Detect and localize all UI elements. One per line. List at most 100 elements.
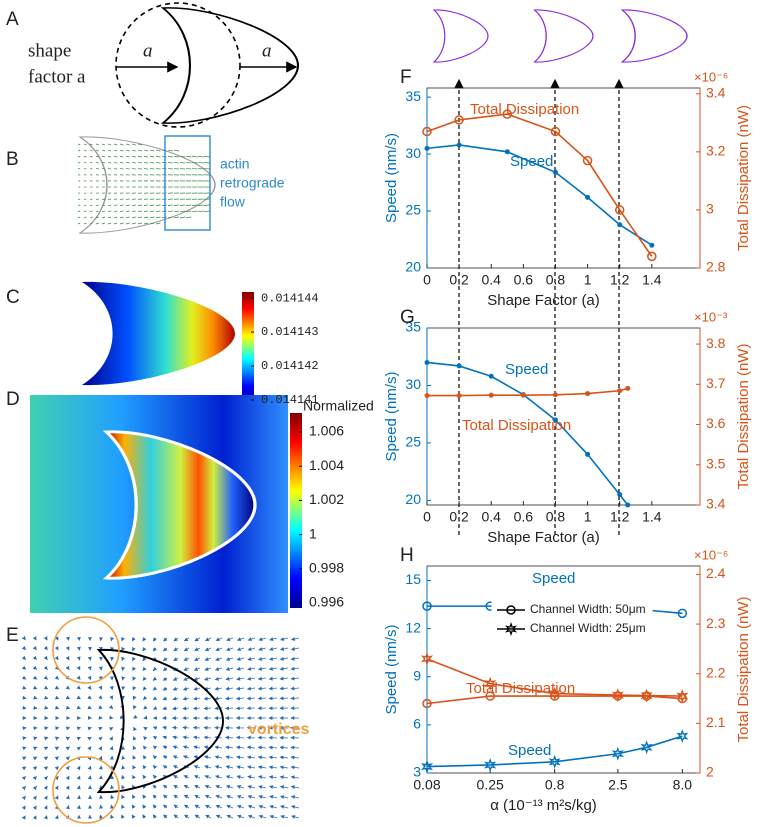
flow-arrow: [142, 676, 147, 681]
flow-arrow: [87, 746, 92, 751]
flow-arrow: [290, 696, 300, 701]
flow-arrow: [183, 804, 190, 809]
colorbar-label: 0.014144: [261, 291, 319, 305]
flow-arrow: [132, 765, 137, 770]
flow-arrow: [43, 695, 49, 700]
flow-arrow: [107, 222, 112, 225]
x-tick-label: 1.4: [642, 509, 662, 525]
y2-tick-label: 3.4: [706, 496, 726, 512]
flow-arrow: [193, 745, 201, 750]
flow-arrow: [54, 655, 59, 661]
flow-arrow: [247, 794, 256, 799]
flow-arrow: [77, 162, 81, 164]
flow-arrow: [204, 657, 212, 661]
flow-arrow: [43, 675, 49, 680]
flow-arrow: [183, 784, 190, 789]
flow-arrow: [89, 149, 93, 152]
vortex-circle: [52, 756, 120, 824]
y2-axis-label: Total Dissipation (nW): [735, 105, 752, 251]
marker: [582, 155, 593, 166]
flow-arrow: [152, 774, 157, 780]
flow-arrow: [268, 696, 278, 701]
flow-arrow: [21, 766, 27, 771]
flow-arrow: [43, 655, 48, 661]
flow-arrow: [214, 676, 223, 681]
marker: [421, 651, 433, 666]
flow-arrow: [162, 686, 168, 691]
flow-arrow: [225, 676, 234, 681]
y2-tick-label: 2.4: [706, 565, 726, 581]
flow-arrow: [204, 647, 212, 651]
flow-arrow: [162, 745, 168, 750]
flow-arrow: [225, 686, 234, 691]
flow-arrow: [95, 162, 99, 164]
flow-arrow: [83, 149, 87, 152]
marker: [424, 145, 430, 151]
flow-arrow: [32, 645, 37, 651]
flow-arrow: [113, 143, 118, 146]
x-tick-label: 0.2: [449, 272, 469, 288]
label: vortices: [248, 721, 309, 738]
flow-arrow: [113, 222, 118, 225]
flow-arrow: [132, 774, 136, 780]
flow-arrow: [290, 656, 300, 661]
flow-arrow: [247, 657, 256, 661]
flow-arrow: [203, 155, 210, 158]
flow-arrow: [155, 155, 161, 158]
y-tick-label: 25: [405, 202, 421, 218]
flow-arrow: [22, 685, 27, 690]
flow-arrow: [149, 210, 155, 213]
flow-arrow: [247, 775, 256, 780]
flow-arrow: [205, 814, 212, 819]
flow-arrow: [279, 696, 289, 701]
shape-icon: [621, 9, 688, 63]
flow-arrow: [32, 636, 37, 641]
marker: [456, 142, 462, 148]
flow-arrow: [214, 686, 223, 691]
marker: [488, 392, 494, 398]
y2-tick-label: 2: [706, 764, 714, 780]
flow-arrow: [142, 755, 147, 760]
flow-arrow: [152, 686, 158, 691]
panel-letter: G: [400, 307, 415, 328]
flow-arrow: [107, 210, 112, 213]
flow-arrow: [193, 667, 201, 671]
flow-arrow: [152, 745, 158, 750]
flow-arrow: [149, 222, 155, 225]
flow-arrow: [32, 756, 38, 761]
series-line: [426, 658, 683, 697]
flow-arrow: [76, 775, 81, 780]
flow-arrow: [95, 204, 99, 206]
flow-arrow: [183, 677, 190, 681]
flow-arrow: [225, 775, 234, 779]
flow-arrow: [257, 765, 267, 770]
flow-arrow: [152, 637, 157, 642]
flow-arrow: [279, 755, 289, 760]
marker: [421, 759, 433, 774]
flow-arrow: [173, 657, 179, 662]
y-axis-label: Speed (nm/s): [383, 133, 400, 223]
flow-arrow: [236, 676, 245, 681]
flow-arrow: [101, 222, 106, 225]
flow-arrow: [279, 765, 289, 770]
flow-arrow: [95, 210, 99, 213]
marker: [502, 109, 513, 119]
x-tick-label: 0.6: [514, 272, 534, 288]
flow-arrow: [95, 222, 99, 225]
flow-arrow: [108, 704, 114, 710]
x-tick-label: 0.6: [514, 509, 534, 525]
flow-arrow: [43, 766, 49, 771]
flow-arrow: [65, 785, 70, 790]
flow-arrow: [65, 746, 71, 751]
marker: [649, 242, 655, 248]
shape-outline: [97, 648, 224, 794]
marker: [625, 502, 631, 508]
flow-arrow: [172, 735, 179, 740]
marker: [617, 222, 623, 228]
flow-arrow: [182, 706, 190, 711]
flow-arrow: [185, 162, 192, 164]
flow-arrow: [65, 756, 70, 761]
flow-arrow: [203, 706, 212, 711]
flow-arrow: [89, 222, 93, 225]
